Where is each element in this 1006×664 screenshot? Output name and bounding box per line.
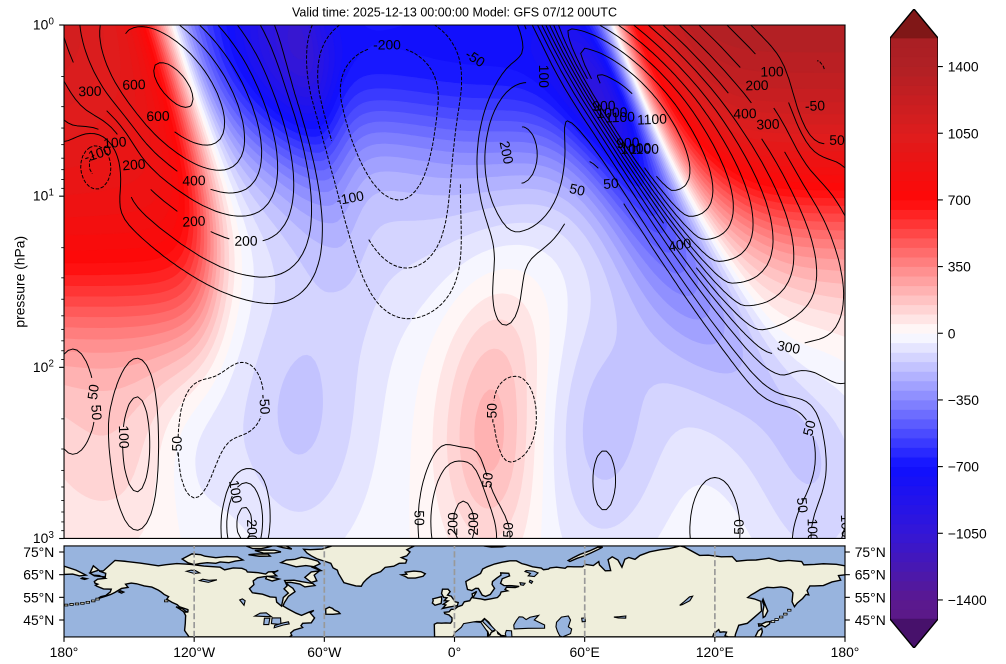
svg-text:1 0 3: 1 0 3 xyxy=(33,523,55,548)
svg-text:400: 400 xyxy=(182,172,206,189)
svg-text:120°E: 120°E xyxy=(696,644,734,660)
svg-text:-100: -100 xyxy=(335,187,366,208)
svg-text:600: 600 xyxy=(146,108,170,125)
svg-text:100: 100 xyxy=(838,514,855,538)
svg-text:1 0 0: 1 0 0 xyxy=(33,9,55,34)
svg-text:1100: 1100 xyxy=(637,111,668,128)
svg-text:1050: 1050 xyxy=(948,125,979,141)
svg-text:1100: 1100 xyxy=(629,141,659,157)
svg-text:45°N: 45°N xyxy=(23,612,54,628)
svg-text:50: 50 xyxy=(603,175,620,192)
svg-text:180°: 180° xyxy=(831,644,860,660)
svg-text:-50: -50 xyxy=(805,97,826,114)
svg-text:0°: 0° xyxy=(448,644,461,660)
svg-text:300: 300 xyxy=(776,337,802,357)
svg-text:50: 50 xyxy=(478,471,496,488)
svg-text:200: 200 xyxy=(497,140,517,166)
svg-text:-200: -200 xyxy=(373,37,401,53)
svg-text:1100: 1100 xyxy=(605,108,636,125)
svg-text:50: 50 xyxy=(500,522,516,538)
svg-text:65°N: 65°N xyxy=(23,567,54,583)
svg-text:−1050: −1050 xyxy=(948,525,987,541)
svg-text:1000: 1000 xyxy=(596,104,628,121)
svg-text:Valid time: 2025-12-13 00:00:0: Valid time: 2025-12-13 00:00:00 Model: G… xyxy=(292,6,617,20)
svg-text:50: 50 xyxy=(84,383,102,401)
svg-text:−1400: −1400 xyxy=(948,592,987,608)
svg-text:200: 200 xyxy=(182,212,206,229)
svg-text:350: 350 xyxy=(948,259,971,275)
svg-text:120°W: 120°W xyxy=(173,644,216,660)
svg-text:55°N: 55°N xyxy=(855,589,886,605)
svg-text:400: 400 xyxy=(667,235,693,255)
svg-text:50: 50 xyxy=(412,510,428,526)
svg-text:-50: -50 xyxy=(483,403,499,424)
svg-text:55°N: 55°N xyxy=(23,589,54,605)
svg-text:700: 700 xyxy=(948,192,971,208)
svg-text:180°: 180° xyxy=(50,644,79,660)
svg-text:65°N: 65°N xyxy=(855,567,886,583)
svg-text:50: 50 xyxy=(731,519,747,535)
svg-text:200: 200 xyxy=(745,77,769,93)
svg-text:100: 100 xyxy=(760,63,784,79)
svg-text:100: 100 xyxy=(103,133,128,151)
svg-text:1400: 1400 xyxy=(948,59,979,75)
svg-text:0: 0 xyxy=(948,325,956,341)
svg-text:200: 200 xyxy=(244,519,261,543)
svg-text:50: 50 xyxy=(799,418,818,437)
svg-text:-50: -50 xyxy=(169,436,185,456)
svg-text:1 0 2: 1 0 2 xyxy=(33,352,55,377)
svg-text:50: 50 xyxy=(568,180,587,199)
svg-text:60°W: 60°W xyxy=(307,644,342,660)
svg-text:45°N: 45°N xyxy=(855,612,886,628)
svg-text:75°N: 75°N xyxy=(855,544,886,560)
svg-text:200: 200 xyxy=(444,512,460,536)
svg-text:200: 200 xyxy=(234,233,258,249)
svg-text:−700: −700 xyxy=(948,459,980,475)
svg-text:pressure (hPa): pressure (hPa) xyxy=(11,236,27,328)
svg-text:600: 600 xyxy=(122,76,146,93)
svg-text:50: 50 xyxy=(794,497,811,514)
svg-text:900: 900 xyxy=(616,134,640,151)
svg-text:50: 50 xyxy=(88,404,105,421)
svg-text:50: 50 xyxy=(829,132,845,148)
svg-text:100: 100 xyxy=(536,65,552,89)
svg-text:1000: 1000 xyxy=(620,139,652,157)
svg-text:300: 300 xyxy=(756,116,780,133)
svg-text:-50: -50 xyxy=(256,394,273,415)
svg-text:200: 200 xyxy=(122,156,147,174)
svg-text:1 0 1: 1 0 1 xyxy=(33,181,55,206)
svg-text:400: 400 xyxy=(733,105,757,122)
svg-text:60°E: 60°E xyxy=(570,644,600,660)
svg-text:100: 100 xyxy=(805,518,821,542)
svg-text:100: 100 xyxy=(226,479,246,505)
svg-text:−350: −350 xyxy=(948,392,980,408)
svg-text:100: 100 xyxy=(116,425,133,449)
svg-text:75°N: 75°N xyxy=(23,544,54,560)
svg-text:200: 200 xyxy=(465,512,481,536)
svg-text:900: 900 xyxy=(592,97,616,114)
svg-text:300: 300 xyxy=(78,83,102,100)
